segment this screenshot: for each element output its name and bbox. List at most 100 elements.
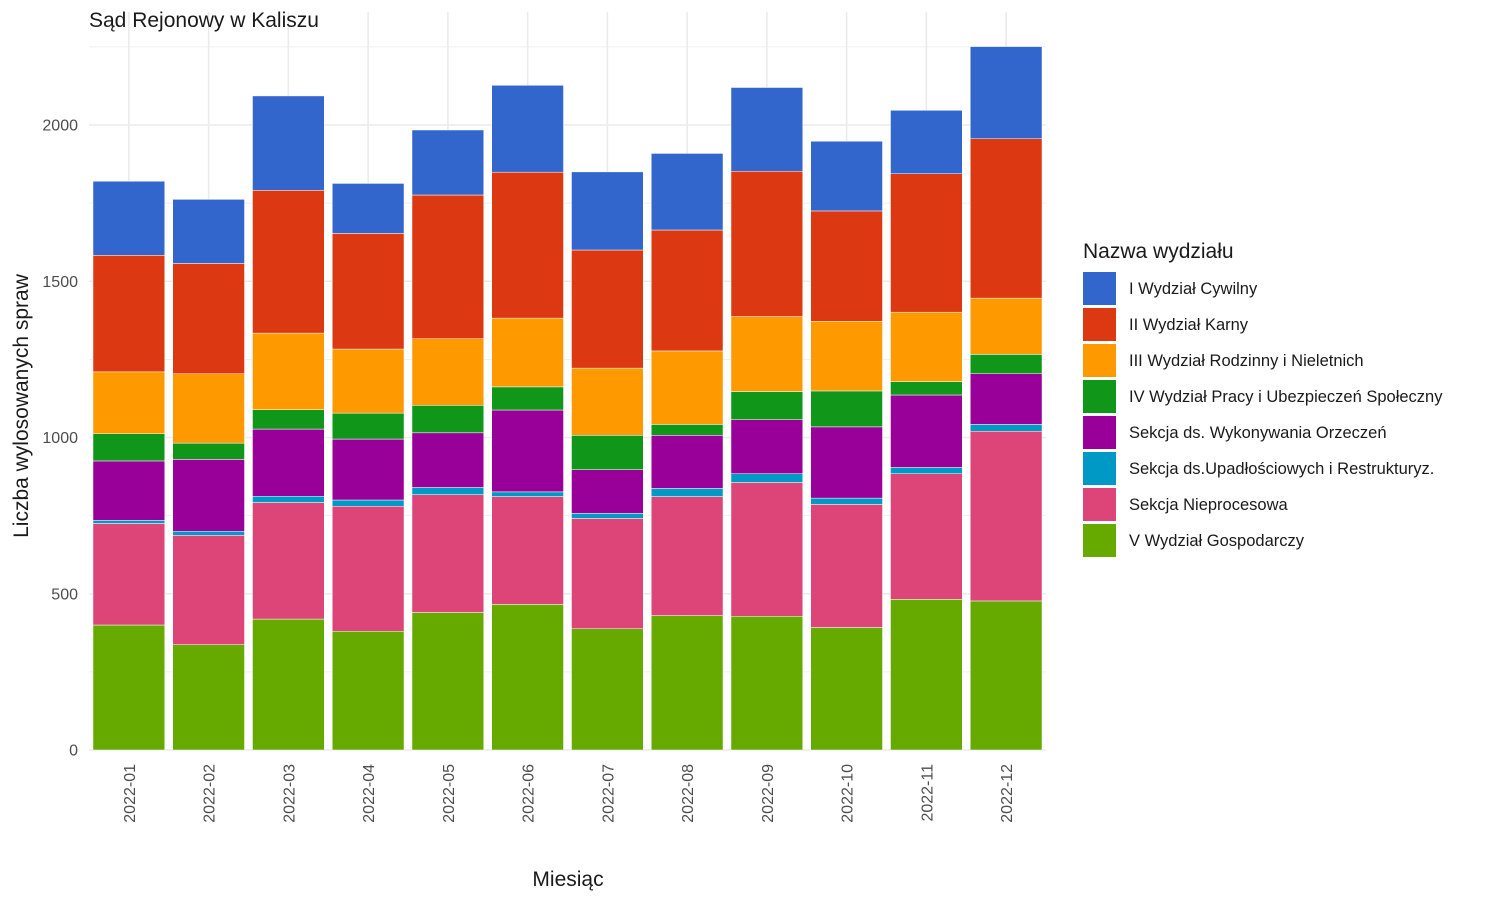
legend-label: V Wydział Gospodarczy xyxy=(1129,532,1305,550)
bar-segment-sekcja-ds-wykonywania-orzecze xyxy=(92,460,166,521)
legend-label: IV Wydział Pracy i Ubezpieczeń Społeczny xyxy=(1129,388,1443,406)
bar-segment-i-wydzia-cywilny xyxy=(92,181,166,256)
bar-segment-sekcja-ds-upad-o-ciowych-i-restrukturyz xyxy=(491,491,564,497)
bar-segment-ii-wydzia-karny xyxy=(890,173,963,313)
x-tick-labels: 2022-01 2022-02 2022-03 2022-04 2022-05 2022-… xyxy=(122,764,1016,823)
legend-label: Sekcja Nieprocesowa xyxy=(1129,496,1288,514)
legend-item: IV Wydział Pracy i Ubezpieczeń Społeczny xyxy=(1083,380,1443,413)
bar-segment-v-wydzia-gospodarczy xyxy=(92,624,166,751)
legend-swatch xyxy=(1083,380,1116,413)
x-tick-label: 2022-09 xyxy=(760,764,777,823)
bar-segment-sekcja-ds-upad-o-ciowych-i-restrukturyz xyxy=(252,496,325,503)
bar-segment-iii-wydzia-rodzinny-i-nieletnich xyxy=(810,321,883,392)
bar-segment-sekcja-nieprocesowa xyxy=(331,506,405,632)
bar-segment-sekcja-nieprocesowa xyxy=(491,496,564,605)
x-tick-label: 2022-02 xyxy=(202,764,219,823)
bar-segment-v-wydzia-gospodarczy xyxy=(650,615,724,751)
bar-segment-i-wydzia-cywilny xyxy=(331,183,405,234)
bar-segment-sekcja-ds-wykonywania-orzecze xyxy=(890,394,963,468)
bar-segment-iii-wydzia-rodzinny-i-nieletnich xyxy=(92,371,166,434)
bar-segment-v-wydzia-gospodarczy xyxy=(890,599,963,751)
bar-segment-v-wydzia-gospodarczy xyxy=(252,618,325,751)
bar-segment-sekcja-ds-wykonywania-orzecze xyxy=(491,409,564,493)
legend-item: I Wydział Cywilny xyxy=(1083,272,1258,305)
bar-segment-sekcja-ds-wykonywania-orzecze xyxy=(571,469,644,514)
bar-segment-v-wydzia-gospodarczy xyxy=(969,600,1043,751)
bar-segment-ii-wydzia-karny xyxy=(969,138,1043,299)
legend-swatch xyxy=(1083,272,1116,305)
legend-title: Nazwa wydziału xyxy=(1083,240,1234,263)
bar-segment-sekcja-ds-wykonywania-orzecze xyxy=(969,373,1043,425)
x-tick-label: 2022-11 xyxy=(919,764,936,822)
bar-segment-ii-wydzia-karny xyxy=(172,263,245,374)
bar-segment-i-wydzia-cywilny xyxy=(172,199,245,264)
bar-segment-iii-wydzia-rodzinny-i-nieletnich xyxy=(730,316,804,392)
bar-segment-ii-wydzia-karny xyxy=(92,255,166,373)
bar-segment-sekcja-ds-upad-o-ciowych-i-restrukturyz xyxy=(890,467,963,474)
legend-item: Sekcja ds. Wykonywania Orzeczeń xyxy=(1083,416,1387,449)
bar-segment-ii-wydzia-karny xyxy=(730,171,804,317)
bar-segment-sekcja-nieprocesowa xyxy=(810,504,883,628)
bar-segment-v-wydzia-gospodarczy xyxy=(491,604,564,751)
x-tick-label: 2022-04 xyxy=(361,764,378,823)
bar-segment-sekcja-nieprocesowa xyxy=(969,431,1043,602)
bar-segment-sekcja-nieprocesowa xyxy=(252,502,325,620)
legend: Nazwa wydziału I Wydział Cywilny II Wydzi… xyxy=(1083,240,1443,557)
bar-segment-iii-wydzia-rodzinny-i-nieletnich xyxy=(571,367,644,436)
bar-segment-sekcja-ds-upad-o-ciowych-i-restrukturyz xyxy=(571,513,644,519)
bars xyxy=(92,46,1043,751)
bar-segment-ii-wydzia-karny xyxy=(650,229,724,352)
bar-segment-i-wydzia-cywilny xyxy=(810,141,883,212)
bar-segment-i-wydzia-cywilny xyxy=(411,129,485,196)
bar-segment-ii-wydzia-karny xyxy=(810,210,883,322)
legend-swatch xyxy=(1083,416,1116,449)
bar-segment-ii-wydzia-karny xyxy=(571,249,644,369)
bar-segment-sekcja-ds-upad-o-ciowych-i-restrukturyz xyxy=(92,520,166,524)
bar-segment-sekcja-ds-wykonywania-orzecze xyxy=(650,435,724,489)
bar-segment-sekcja-ds-wykonywania-orzecze xyxy=(252,428,325,497)
x-axis-title: Miesiąc xyxy=(532,868,603,891)
bar-segment-sekcja-ds-upad-o-ciowych-i-restrukturyz xyxy=(810,497,883,505)
y-tick-label: 2000 xyxy=(42,118,78,135)
legend-swatch xyxy=(1083,488,1116,521)
bar-segment-sekcja-nieprocesowa xyxy=(650,496,724,616)
bar-segment-i-wydzia-cywilny xyxy=(969,46,1043,139)
bar-segment-iii-wydzia-rodzinny-i-nieletnich xyxy=(172,373,245,444)
y-tick-labels: 0 500 1000 1500 2000 xyxy=(42,118,78,760)
legend-swatch xyxy=(1083,344,1116,377)
bar-segment-ii-wydzia-karny xyxy=(411,194,485,339)
y-tick-label: 1500 xyxy=(42,274,78,291)
bar-segment-i-wydzia-cywilny xyxy=(571,171,644,251)
bar-segment-sekcja-ds-wykonywania-orzecze xyxy=(172,459,245,532)
bar-segment-v-wydzia-gospodarczy xyxy=(411,612,485,751)
bar-segment-sekcja-ds-wykonywania-orzecze xyxy=(730,419,804,474)
legend-swatch xyxy=(1083,452,1116,485)
bar-segment-ii-wydzia-karny xyxy=(491,171,564,319)
bar-segment-sekcja-ds-wykonywania-orzecze xyxy=(331,438,405,501)
bar-segment-i-wydzia-cywilny xyxy=(252,95,325,191)
bar-segment-iv-wydzia-pracy-i-ubezpiecze-spo-eczny xyxy=(650,424,724,436)
bar-segment-iii-wydzia-rodzinny-i-nieletnich xyxy=(890,311,963,382)
bar-segment-sekcja-nieprocesowa xyxy=(411,494,485,613)
bar-segment-iv-wydzia-pracy-i-ubezpiecze-spo-eczny xyxy=(810,390,883,428)
bar-segment-ii-wydzia-karny xyxy=(252,190,325,334)
legend-swatch xyxy=(1083,308,1116,341)
bar-segment-sekcja-ds-upad-o-ciowych-i-restrukturyz xyxy=(411,487,485,495)
bar-segment-v-wydzia-gospodarczy xyxy=(810,627,883,751)
bar-segment-iii-wydzia-rodzinny-i-nieletnich xyxy=(331,348,405,414)
y-axis-title: Liczba wylosowanych spraw xyxy=(10,273,33,538)
x-tick-label: 2022-08 xyxy=(680,764,697,823)
legend-item: II Wydział Karny xyxy=(1083,308,1249,341)
y-tick-label: 0 xyxy=(69,743,78,760)
bar-segment-sekcja-nieprocesowa xyxy=(730,482,804,617)
bar-segment-iii-wydzia-rodzinny-i-nieletnich xyxy=(411,338,485,406)
bar-segment-sekcja-nieprocesowa xyxy=(172,535,245,645)
bar-segment-sekcja-ds-wykonywania-orzecze xyxy=(411,432,485,488)
bar-segment-iv-wydzia-pracy-i-ubezpiecze-spo-eczny xyxy=(969,354,1043,374)
legend-item: Sekcja ds.Upadłościowych i Restrukturyz. xyxy=(1083,452,1434,485)
legend-swatch xyxy=(1083,524,1116,557)
x-tick-label: 2022-03 xyxy=(281,764,298,823)
bar-segment-iv-wydzia-pracy-i-ubezpiecze-spo-eczny xyxy=(730,391,804,420)
bar-segment-iii-wydzia-rodzinny-i-nieletnich xyxy=(650,350,724,425)
